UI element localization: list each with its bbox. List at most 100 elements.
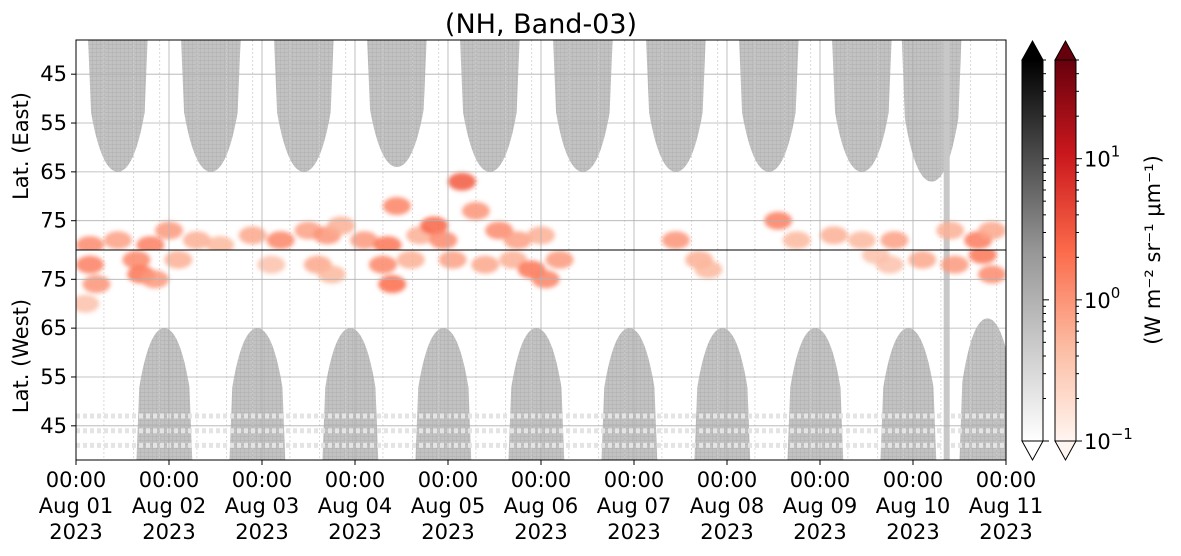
xtick-time-6: 00:00: [604, 468, 665, 492]
radiance-patch-10: [327, 216, 356, 235]
ytick-label-west-3: 45: [40, 414, 67, 438]
xtick-year-4: 2023: [421, 520, 474, 544]
ytick-label-east-0: 45: [40, 62, 67, 86]
daylight-lobe-east-2: [274, 40, 334, 172]
xtick-date-8: Aug 09: [783, 494, 857, 518]
cb-tick-exp-1: 0: [1111, 284, 1121, 302]
daylight-lobe-east-3: [367, 40, 427, 167]
radiance-patch-40: [317, 265, 346, 284]
cb-tick-label-2: 10−1: [1084, 425, 1133, 454]
daylight-lobe-east-1: [181, 40, 241, 172]
radiance-patch-33: [76, 294, 100, 313]
radiance-patch-53: [875, 255, 904, 274]
colorbar-label: (W m⁻² sr⁻¹ μm⁻¹): [1141, 155, 1165, 345]
radiance-patch-37: [164, 250, 193, 269]
radiance-patch-19: [485, 221, 514, 240]
ytick-label-west-0: 75: [40, 267, 67, 291]
daylight-lobe-west-3: [415, 328, 472, 460]
radiance-patch-56: [968, 250, 997, 264]
xtick-year-6: 2023: [607, 520, 660, 544]
radiance-patch-27: [880, 231, 909, 250]
ytick-label-west-1: 65: [40, 316, 67, 340]
daylight-lobe-west-4: [508, 328, 565, 460]
xtick-date-7: Aug 08: [690, 494, 764, 518]
radiance-patch-11: [350, 231, 379, 250]
daylight-lobe-west-2: [322, 328, 379, 460]
colorbar-red-extend-bottom: [1054, 440, 1077, 462]
xtick-year-5: 2023: [514, 520, 567, 544]
xtick-time-10: 00:00: [976, 468, 1037, 492]
radiance-patch-57: [978, 265, 1006, 284]
radiance-patch-54: [908, 250, 937, 269]
xtick-time-5: 00:00: [511, 468, 572, 492]
radiance-patch-28: [936, 221, 965, 240]
xtick-time-0: 00:00: [46, 468, 107, 492]
daylight-lobe-east-6: [646, 40, 706, 172]
daylight-lobe-east-5: [553, 40, 613, 172]
daylight-lobe-west-0: [136, 328, 193, 460]
radiance-patch-30: [978, 221, 1006, 240]
xtick-year-1: 2023: [142, 520, 195, 544]
colorbar-red-extend-top: [1054, 39, 1077, 61]
xtick-time-8: 00:00: [790, 468, 851, 492]
xtick-date-1: Aug 02: [132, 494, 206, 518]
colorbar-gray-extend-bottom: [1021, 440, 1044, 462]
radiance-patch-45: [471, 255, 500, 274]
ytick-label-east-3: 75: [40, 209, 67, 233]
colorbar-gray: [1021, 39, 1044, 462]
xtick-date-6: Aug 07: [597, 494, 671, 518]
cb-tick-base-1: 10: [1084, 289, 1111, 313]
chart-title: (NH, Band-03): [445, 9, 637, 40]
radiance-patch-20: [503, 231, 532, 250]
radiance-patch-13: [382, 197, 411, 216]
radiance-patch-43: [396, 250, 425, 269]
radiance-east: [76, 172, 1006, 250]
xtick-year-9: 2023: [886, 520, 939, 544]
radiance-patch-24: [782, 231, 811, 250]
xtick-year-2: 2023: [235, 520, 288, 544]
radiance-patch-44: [438, 250, 467, 269]
radiance-patch-18: [461, 201, 490, 220]
radiance-patch-42: [378, 275, 407, 294]
xtick-time-9: 00:00: [883, 468, 944, 492]
cb-tick-label-0: 101: [1084, 143, 1120, 172]
radiance-patch-6: [238, 226, 267, 245]
xtick-time-1: 00:00: [139, 468, 200, 492]
radiance-west: [76, 250, 1006, 313]
xtick-date-9: Aug 10: [876, 494, 950, 518]
radiance-patch-38: [257, 255, 286, 274]
cb-tick-base-2: 10: [1084, 430, 1111, 454]
ylabel-west: Lat. (West): [9, 299, 33, 413]
radiance-patch-7: [266, 231, 295, 250]
daylight-lobe-east-0: [88, 40, 148, 172]
colorbar-gray-extend-top: [1021, 39, 1044, 61]
ytick-label-west-2: 55: [40, 365, 67, 389]
xtick-date-4: Aug 05: [411, 494, 485, 518]
radiance-patch-51: [694, 260, 723, 279]
xtick-date-2: Aug 03: [225, 494, 299, 518]
radiance-patch-22: [661, 231, 690, 250]
cb-tick-exp-0: 1: [1111, 143, 1121, 161]
radiance-patch-17: [447, 172, 476, 191]
radiance-patch-0: [76, 236, 104, 250]
radiance-patch-26: [847, 231, 876, 250]
xtick-time-2: 00:00: [232, 468, 293, 492]
daylight-lobe-west-9: [959, 318, 1006, 460]
xtick-time-7: 00:00: [697, 468, 758, 492]
xtick-date-10: Aug 11: [969, 494, 1043, 518]
daylight-lobe-east-8: [832, 40, 892, 172]
daylight-lobe-west-7: [787, 328, 844, 460]
xtick-year-3: 2023: [328, 520, 381, 544]
cb-tick-label-1: 100: [1084, 284, 1120, 313]
radiance-patch-46: [499, 250, 528, 269]
radiance-patch-31: [76, 255, 104, 274]
ylabel-east: Lat. (East): [9, 92, 33, 200]
ytick-label-east-1: 55: [40, 111, 67, 135]
xtick-date-5: Aug 06: [504, 494, 578, 518]
radiance-patch-32: [82, 275, 111, 294]
cb-tick-exp-2: −1: [1111, 425, 1133, 443]
daylight-lobe-west-8: [880, 328, 937, 460]
y-ticks-west: 75 65 55 45: [40, 267, 76, 438]
xtick-year-8: 2023: [793, 520, 846, 544]
